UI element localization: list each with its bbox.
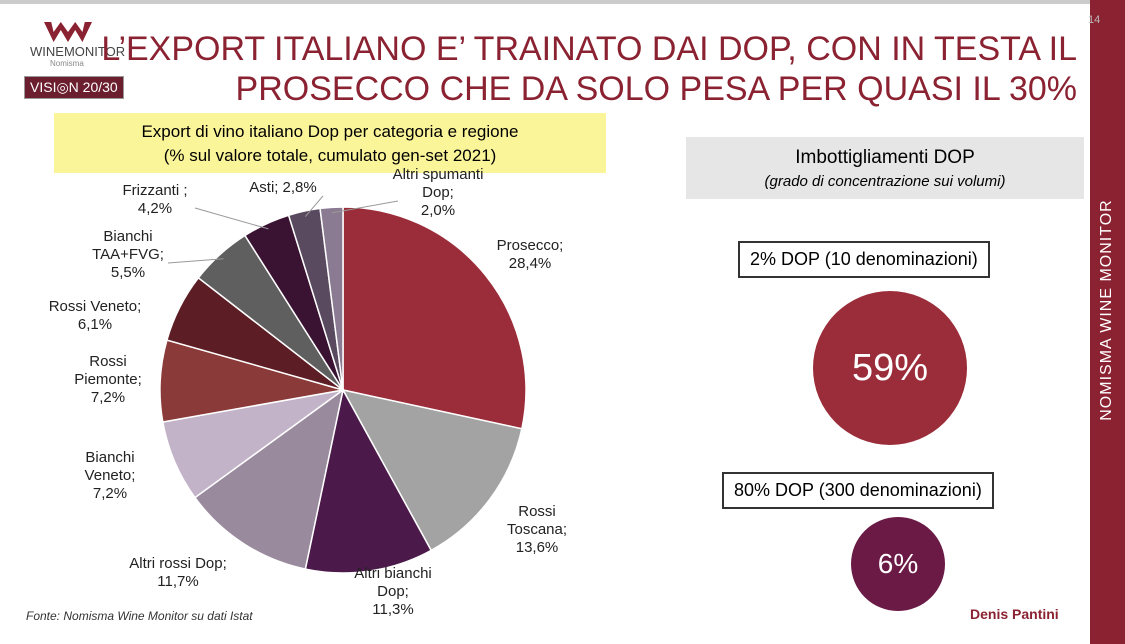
pie-slice	[342, 206, 527, 430]
slice-label: Bianchi Veneto; 7,2%	[85, 449, 136, 503]
title-line: L’EXPORT ITALIANO E’ TRAINATO DAI DOP, C…	[101, 30, 1077, 68]
slice-label: Altri spumanti Dop; 2,0%	[393, 166, 484, 220]
category-label: Rossi Toscana;	[506, 503, 568, 538]
value-label: 6,1%	[77, 316, 113, 333]
slice-label: Rossi Toscana; 13,6%	[507, 503, 567, 557]
slice-label: Rossi Piemonte; 7,2%	[74, 353, 142, 407]
value-label: 11,3%	[372, 601, 414, 618]
value-label: 7,2%	[92, 485, 128, 502]
panel-box: 2% DOP (10 denominazioni)	[738, 241, 990, 278]
category-label: Bianchi TAA+FVG;	[92, 228, 164, 263]
category-label: Altri bianchi Dop;	[354, 565, 432, 600]
leader-line	[331, 200, 399, 214]
badge: VISI◎N 20/30	[24, 76, 124, 99]
leader-line	[304, 195, 324, 217]
pie-slice	[304, 387, 433, 574]
side-bar	[1090, 0, 1125, 644]
pie-slice	[341, 388, 523, 552]
top-border	[0, 0, 1125, 4]
slice-label: Asti; 2,8%	[249, 179, 316, 197]
value-label: 5,5%	[110, 264, 146, 281]
panel-box: 80% DOP (300 denominazioni)	[722, 472, 994, 509]
chart-title: Export di vino italiano Dop per categori…	[141, 122, 519, 141]
chart-subtitle: (% sul valore totale, cumulato gen-set 2…	[163, 146, 497, 165]
author: Denis Pantini	[970, 606, 1059, 622]
pie-slice	[319, 206, 344, 391]
slice-label: Rossi Veneto; 6,1%	[49, 298, 142, 334]
logo-sub: Nomisma	[50, 59, 84, 68]
category-label: Altri rossi Dop;	[129, 555, 227, 572]
value-label: 28,4%	[508, 255, 552, 272]
slice-label: Prosecco; 28,4%	[497, 237, 564, 273]
panel-title: Imbottigliamenti DOP	[795, 147, 975, 168]
category-label: Prosecco;	[496, 237, 564, 254]
value-label: 7,2%	[90, 389, 126, 406]
slice-label: Frizzanti ; 4,2%	[122, 182, 187, 218]
panel-header: Imbottigliamenti DOP (grado di concentra…	[686, 137, 1084, 199]
category-label: Frizzanti ;	[122, 182, 188, 199]
source: Fonte: Nomisma Wine Monitor su dati Ista…	[26, 609, 253, 623]
category-label: Asti;	[249, 179, 279, 196]
leader-line	[194, 207, 269, 230]
chart-title-box: Export di vino italiano Dop per categori…	[54, 113, 606, 173]
title-line: PROSECCO CHE DA SOLO PESA PER QUASI IL 3…	[235, 70, 1077, 108]
category-label: Rossi Piemonte;	[74, 353, 142, 388]
circle: 59%	[813, 291, 967, 445]
value-label: 2,8%	[282, 179, 317, 196]
value-label: 4,2%	[137, 200, 173, 217]
circle: 6%	[851, 517, 945, 611]
logo: WINEMONITOR	[30, 44, 126, 59]
slice-label: Bianchi TAA+FVG; 5,5%	[92, 228, 164, 282]
category-label: Altri spumanti Dop;	[392, 166, 484, 201]
slice-label: Altri bianchi Dop; 11,3%	[354, 565, 432, 619]
pie-chart	[159, 195, 527, 574]
category-label: Bianchi Veneto;	[84, 449, 136, 484]
category-label: Rossi Veneto;	[48, 298, 142, 315]
pie-slice	[193, 388, 345, 570]
panel-subtitle: (grado di concentrazione sui volumi)	[764, 173, 1006, 190]
value-label: 13,6%	[515, 539, 559, 556]
value-label: 2,0%	[420, 202, 456, 219]
value-label: 11,7%	[157, 573, 199, 590]
page-number: 14	[1088, 14, 1101, 26]
side-text: NOMISMA WINE MONITOR	[1098, 199, 1115, 421]
leader-line	[167, 258, 224, 264]
slice-label: Altri rossi Dop; 11,7%	[129, 555, 227, 591]
